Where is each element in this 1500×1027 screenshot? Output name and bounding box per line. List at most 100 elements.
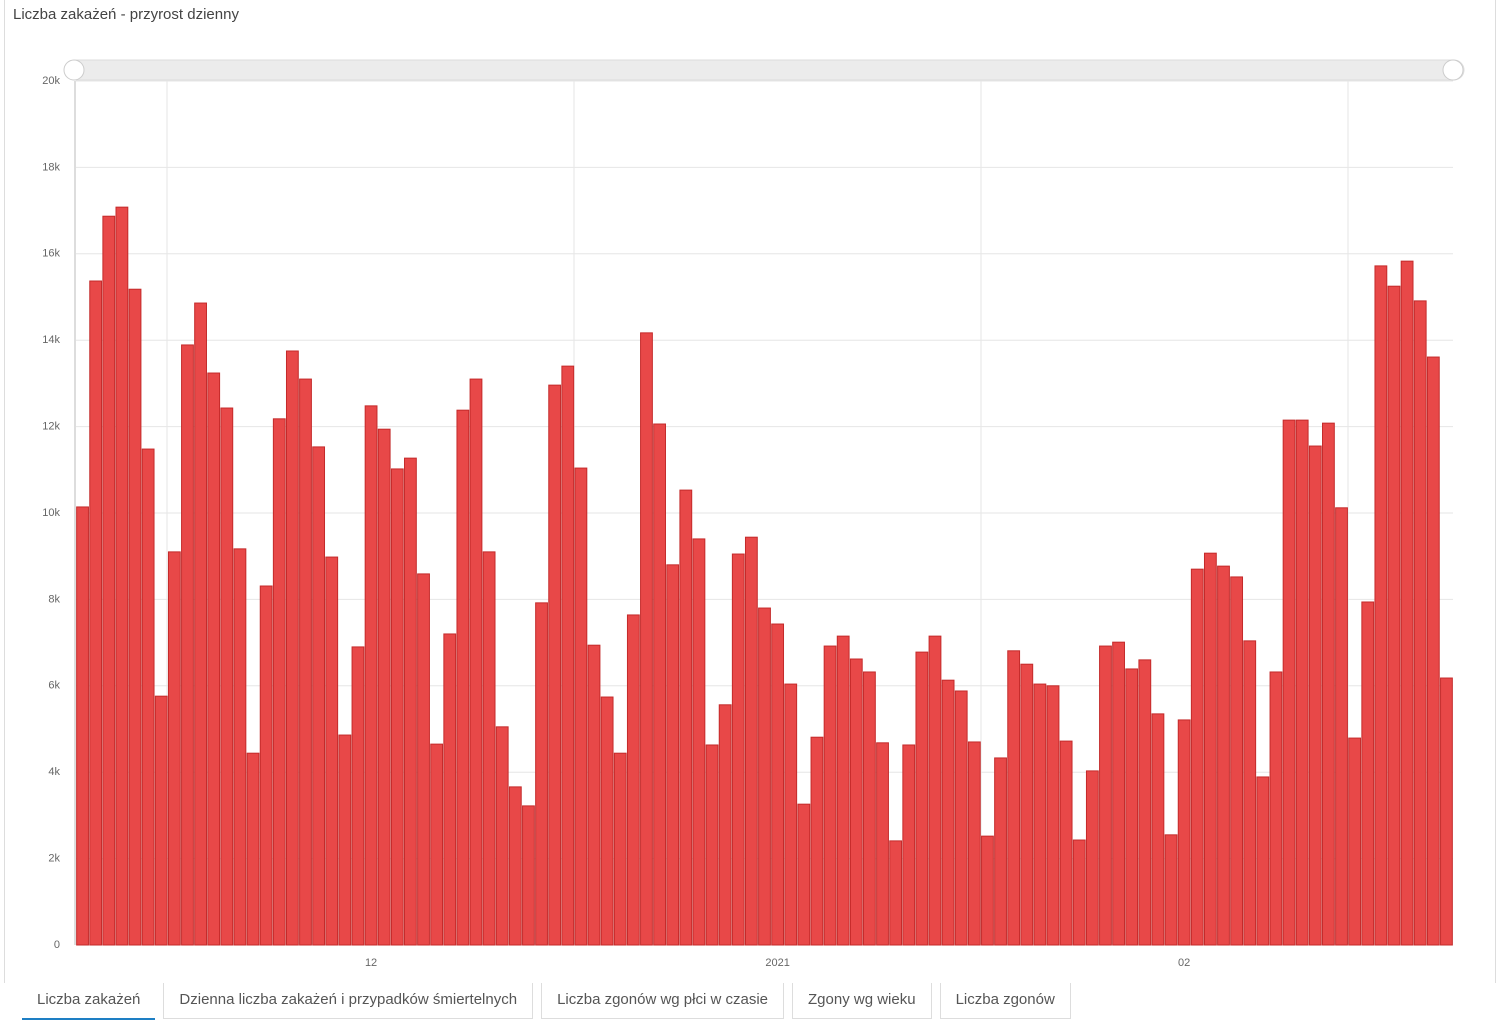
bar bbox=[1243, 640, 1257, 946]
bar bbox=[744, 536, 758, 946]
bar bbox=[535, 602, 548, 946]
tab[interactable]: Dzienna liczba zakażeń i przypadków śmie… bbox=[163, 983, 534, 1019]
bar bbox=[797, 803, 811, 946]
bar bbox=[390, 468, 404, 946]
bar bbox=[1007, 650, 1021, 946]
bar bbox=[902, 744, 916, 946]
y-tick-label: 2k bbox=[48, 853, 60, 865]
bar bbox=[364, 405, 378, 946]
bar bbox=[1295, 419, 1309, 946]
bar bbox=[259, 585, 273, 946]
bar bbox=[692, 538, 706, 946]
x-tick-label: 02 bbox=[1178, 957, 1190, 969]
bar bbox=[849, 658, 863, 946]
bar bbox=[1308, 445, 1322, 946]
bar bbox=[1348, 737, 1362, 946]
bar bbox=[548, 384, 562, 946]
bar bbox=[863, 671, 876, 946]
bar bbox=[653, 423, 666, 946]
bar bbox=[705, 744, 719, 946]
bar bbox=[1164, 834, 1178, 946]
slider-handle[interactable] bbox=[1442, 59, 1464, 81]
bar bbox=[758, 607, 771, 946]
bar bbox=[600, 696, 614, 946]
bar bbox=[1282, 419, 1296, 946]
bar bbox=[771, 623, 785, 946]
bar bbox=[246, 752, 260, 946]
y-tick-label: 0 bbox=[54, 939, 60, 951]
chart: 0 2k 4k 6k 8k 10k 12k 14k 16k 18k 20k 12 2021 02 bbox=[42, 59, 1465, 969]
y-tick-label: 6k bbox=[48, 680, 60, 692]
bar bbox=[141, 448, 155, 946]
bar bbox=[981, 835, 994, 946]
bar bbox=[207, 372, 221, 946]
range-slider[interactable] bbox=[65, 59, 1465, 81]
bar bbox=[666, 564, 680, 946]
panel bbox=[4, 0, 1496, 983]
bar bbox=[1099, 645, 1112, 946]
bar bbox=[679, 489, 693, 946]
bar bbox=[1426, 356, 1440, 946]
bar bbox=[351, 646, 365, 946]
bar bbox=[587, 644, 601, 946]
bar bbox=[181, 344, 194, 946]
bar bbox=[115, 206, 129, 946]
bar bbox=[1072, 839, 1086, 946]
bar bbox=[1033, 683, 1047, 946]
bar bbox=[430, 743, 444, 946]
bar bbox=[312, 446, 326, 946]
x-tick-label: 2021 bbox=[765, 957, 789, 969]
bar bbox=[272, 418, 286, 946]
bar bbox=[194, 302, 207, 946]
bar bbox=[640, 332, 653, 946]
y-tick-label: 4k bbox=[48, 766, 60, 778]
bar bbox=[233, 548, 247, 946]
tab[interactable]: Liczba zakażeń bbox=[22, 983, 156, 1020]
tab-bar: Liczba zakażeń Dzienna liczba zakażeń i p… bbox=[22, 983, 1071, 1020]
bar bbox=[154, 695, 168, 946]
x-tick-label: 12 bbox=[365, 957, 377, 969]
bar bbox=[1374, 265, 1388, 946]
bar bbox=[954, 690, 968, 946]
bar bbox=[1413, 300, 1427, 946]
bar bbox=[626, 614, 640, 946]
y-tick-label: 14k bbox=[42, 334, 60, 346]
y-tick-label: 16k bbox=[42, 248, 60, 260]
bar bbox=[889, 840, 903, 946]
tab[interactable]: Liczba zgonów bbox=[939, 983, 1071, 1019]
bar bbox=[102, 215, 116, 946]
y-tick-label: 12k bbox=[42, 421, 60, 433]
bar bbox=[561, 365, 575, 946]
bar bbox=[325, 556, 339, 946]
bar bbox=[443, 633, 457, 946]
bar bbox=[1400, 260, 1414, 946]
bar bbox=[1361, 601, 1375, 946]
bar bbox=[731, 553, 745, 946]
bar bbox=[220, 407, 234, 946]
y-tick-label: 18k bbox=[42, 161, 60, 173]
bar bbox=[574, 467, 588, 946]
bar bbox=[482, 551, 496, 946]
bar bbox=[928, 635, 942, 946]
bar bbox=[1059, 740, 1073, 946]
slider-handle[interactable] bbox=[63, 59, 85, 81]
y-tick-label: 8k bbox=[48, 593, 60, 605]
tab[interactable]: Liczba zgonów wg płci w czasie bbox=[541, 983, 784, 1019]
bar bbox=[495, 726, 509, 946]
bar bbox=[1387, 285, 1401, 946]
bar bbox=[810, 736, 824, 946]
bar bbox=[89, 280, 103, 946]
bar bbox=[338, 734, 352, 946]
bar bbox=[377, 428, 391, 946]
bar bbox=[1085, 770, 1099, 946]
bar bbox=[994, 757, 1007, 946]
bar bbox=[1020, 663, 1034, 946]
bar bbox=[469, 378, 483, 946]
tab[interactable]: Zgony wg wieku bbox=[792, 983, 932, 1019]
bar bbox=[1046, 685, 1060, 946]
y-tick-label: 20k bbox=[42, 75, 60, 87]
bar bbox=[1230, 576, 1244, 946]
bar bbox=[456, 409, 470, 946]
bar bbox=[915, 651, 929, 946]
